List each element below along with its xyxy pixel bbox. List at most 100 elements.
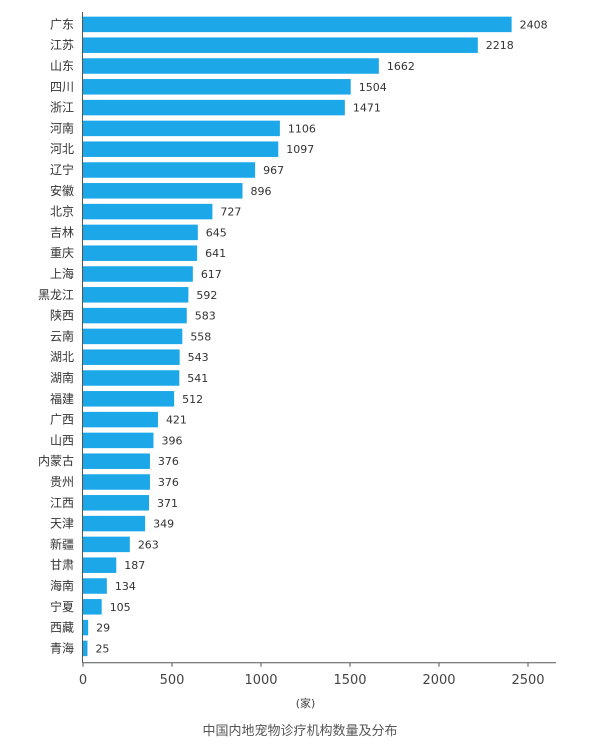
bar [83,287,189,303]
bar [83,162,256,178]
category-label: 青海 [50,640,74,655]
bar [83,370,180,386]
value-label: 187 [124,559,145,572]
category-label: 海南 [50,578,74,593]
value-label: 727 [220,206,241,219]
bar [83,224,198,241]
value-label: 29 [96,622,110,635]
x-tick-label: 1000 [244,673,277,688]
bar [83,203,213,220]
value-label: 376 [158,476,179,489]
category-label: 湖北 [50,349,74,364]
value-label: 558 [190,330,211,343]
category-label: 江西 [50,496,74,510]
category-label: 吉林 [50,225,74,239]
bar [83,578,107,594]
bars-group [83,16,512,657]
value-label: 896 [250,185,271,198]
chart-title: 中国内地宠物诊疗机构数量及分布 [202,723,397,739]
x-axis-unit-label: (家) [296,696,316,710]
category-label: 山西 [50,433,74,447]
x-ticks-group: 0 500 1000 1500 2000 2500 [79,662,545,688]
x-tick-label: 2500 [511,673,544,688]
category-label: 北京 [50,205,74,219]
bar [83,99,345,116]
category-label: 新疆 [50,536,74,551]
value-label: 583 [195,310,216,323]
category-label: 内蒙古 [38,453,74,468]
category-label: 西藏 [50,621,74,635]
category-label: 黑龙江 [38,288,74,302]
bar [83,266,193,282]
value-label: 421 [166,414,187,427]
category-label: 河南 [50,120,74,135]
category-label: 河北 [50,142,74,156]
bar [83,58,379,74]
x-tick-label: 0 [79,673,87,688]
value-label: 396 [161,434,182,447]
value-label: 1106 [288,122,316,135]
bar [83,599,102,615]
category-label: 宁夏 [50,599,74,614]
category-label: 湖南 [50,370,74,385]
value-label: 376 [158,455,179,468]
bar [83,349,180,365]
category-label: 江苏 [50,38,74,52]
value-label: 541 [187,372,208,385]
bar [83,453,150,469]
bar [83,557,117,573]
bar [83,391,175,407]
value-label: 2218 [486,39,514,52]
category-label: 云南 [50,328,74,343]
bar [83,432,154,449]
bar [83,640,88,657]
bar [83,120,280,137]
category-label: 天津 [50,517,74,531]
category-label: 广西 [50,413,74,427]
value-label: 512 [182,393,203,406]
bar [83,141,279,157]
bar [83,16,512,33]
bar [83,183,243,199]
bar [83,79,351,95]
category-label: 重庆 [50,246,74,260]
value-label: 1504 [359,81,387,94]
bar [83,536,130,553]
value-label: 1471 [353,102,381,115]
value-label: 1097 [286,143,314,156]
category-label: 福建 [50,391,74,406]
bar [83,37,478,53]
value-label: 645 [206,226,227,239]
value-label: 134 [115,580,136,593]
category-label: 陕西 [50,308,74,323]
category-label: 辽宁 [50,162,74,177]
category-label: 安徽 [50,183,74,198]
category-label: 四川 [50,80,74,94]
value-label: 25 [95,642,109,655]
value-label: 371 [157,497,178,510]
value-label: 617 [201,268,222,281]
value-label: 592 [196,289,217,302]
x-tick-label: 2000 [422,673,455,688]
bar [83,245,198,261]
bar [83,307,187,324]
value-label: 105 [110,601,131,614]
bar [83,411,158,428]
category-label: 上海 [50,266,74,281]
category-label: 山东 [50,59,74,73]
x-tick-label: 1500 [333,673,366,688]
category-label: 甘肃 [50,558,74,572]
category-label: 贵州 [50,475,74,489]
value-label: 967 [263,164,284,177]
value-label: 543 [188,351,209,364]
category-labels-group: 广东江苏山东四川浙江河南河北辽宁安徽北京吉林重庆上海黑龙江陕西云南湖北湖南福建广… [38,17,74,655]
value-label: 349 [153,518,174,531]
category-label: 浙江 [50,101,74,115]
value-label: 1662 [387,60,415,73]
x-tick-label: 500 [160,673,185,688]
value-label: 263 [138,538,159,551]
value-label: 2408 [520,18,548,31]
